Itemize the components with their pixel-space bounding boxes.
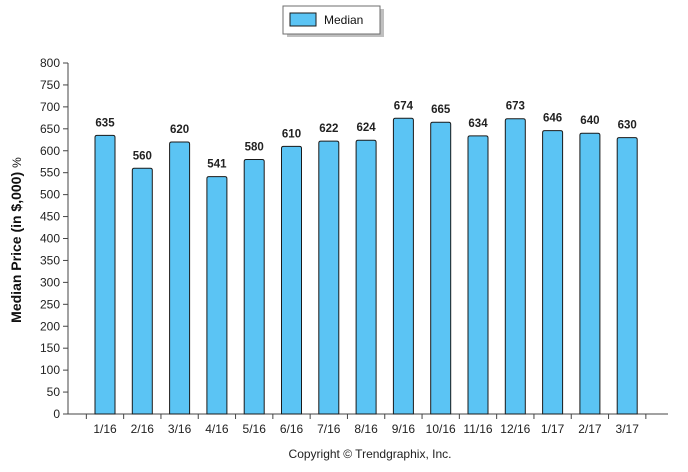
legend-swatch — [289, 12, 317, 27]
x-axis: 1/16 2/16 3/16 4/16 5/16 6/16 7/16 8/16 9/16 10/1… — [68, 413, 668, 436]
y-tick-label: 100 — [40, 363, 60, 377]
data-label: 610 — [282, 128, 301, 140]
data-label: 560 — [133, 150, 152, 162]
x-tick-label: 6/16 — [280, 422, 304, 436]
bar — [430, 121, 452, 415]
data-label: 674 — [394, 100, 414, 112]
bar — [131, 167, 153, 415]
y-tick-label: 0 — [53, 407, 60, 421]
y-tick-label: 250 — [40, 297, 60, 311]
y-tick-label: 650 — [40, 122, 60, 136]
bar — [206, 176, 228, 415]
y-axis-unit: % — [10, 157, 24, 168]
x-tick-label: 5/16 — [243, 422, 267, 436]
y-axis: 0 50 100 150 200 250 300 350 400 450 500 550 600 650 7… — [40, 56, 69, 421]
y-tick-label: 750 — [40, 78, 60, 92]
x-tick-label: 12/16 — [500, 422, 530, 436]
y-axis-title: Median Price (in $,000)% — [8, 157, 24, 323]
data-label: 640 — [580, 115, 599, 127]
data-label: 580 — [245, 142, 264, 154]
y-tick-label: 500 — [40, 188, 60, 202]
y-tick-label: 700 — [40, 100, 60, 114]
x-tick-label: 4/16 — [205, 422, 229, 436]
data-label: 665 — [431, 104, 451, 116]
bar — [392, 117, 414, 415]
bar — [243, 159, 265, 415]
bars — [94, 117, 638, 415]
bar — [94, 134, 116, 415]
bar — [579, 132, 601, 415]
x-tick-label: 1/16 — [93, 422, 117, 436]
data-label: 622 — [319, 123, 338, 135]
legend-label: Median — [324, 13, 363, 27]
bar — [542, 130, 564, 415]
y-tick-label: 200 — [40, 319, 60, 333]
y-tick-label: 450 — [40, 210, 60, 224]
data-label: 635 — [95, 117, 115, 129]
y-tick-label: 400 — [40, 232, 60, 246]
x-tick-label: 8/16 — [354, 422, 378, 436]
data-label: 630 — [618, 120, 637, 132]
data-label: 646 — [543, 113, 562, 125]
x-tick-label: 10/16 — [426, 422, 456, 436]
data-label: 541 — [207, 159, 227, 171]
y-tick-label: 150 — [40, 341, 60, 355]
y-tick-label: 550 — [40, 166, 60, 180]
y-tick-label: 50 — [47, 385, 61, 399]
bar — [169, 141, 191, 415]
x-tick-label: 1/17 — [541, 422, 565, 436]
x-tick-label: 3/17 — [616, 422, 640, 436]
x-tick-label: 2/16 — [131, 422, 155, 436]
data-label: 673 — [506, 101, 525, 113]
x-tick-label: 2/17 — [578, 422, 602, 436]
x-tick-label: 11/16 — [463, 422, 492, 436]
x-tick-label: 3/16 — [168, 422, 192, 436]
data-label: 624 — [357, 122, 377, 134]
data-labels: 635 560 620 541 580 610 622 624 674 665 634 673 646 6… — [95, 100, 636, 170]
y-tick-label: 300 — [40, 275, 60, 289]
y-tick-label: 600 — [40, 144, 60, 158]
y-tick-label: 800 — [40, 56, 60, 70]
legend: Median — [282, 5, 384, 37]
bar — [616, 137, 638, 415]
x-tick-label: 9/16 — [392, 422, 416, 436]
data-label: 634 — [468, 118, 488, 130]
bar — [504, 118, 526, 415]
bar — [281, 145, 302, 415]
y-axis-title-text: Median Price (in $,000) — [8, 172, 24, 323]
copyright-text: Copyright © Trendgraphix, Inc. — [289, 447, 452, 461]
bar — [355, 139, 377, 415]
x-tick-label: 7/16 — [317, 422, 341, 436]
bar — [467, 135, 489, 415]
y-tick-label: 350 — [40, 253, 60, 267]
data-label: 620 — [170, 124, 189, 136]
bar — [318, 140, 340, 415]
